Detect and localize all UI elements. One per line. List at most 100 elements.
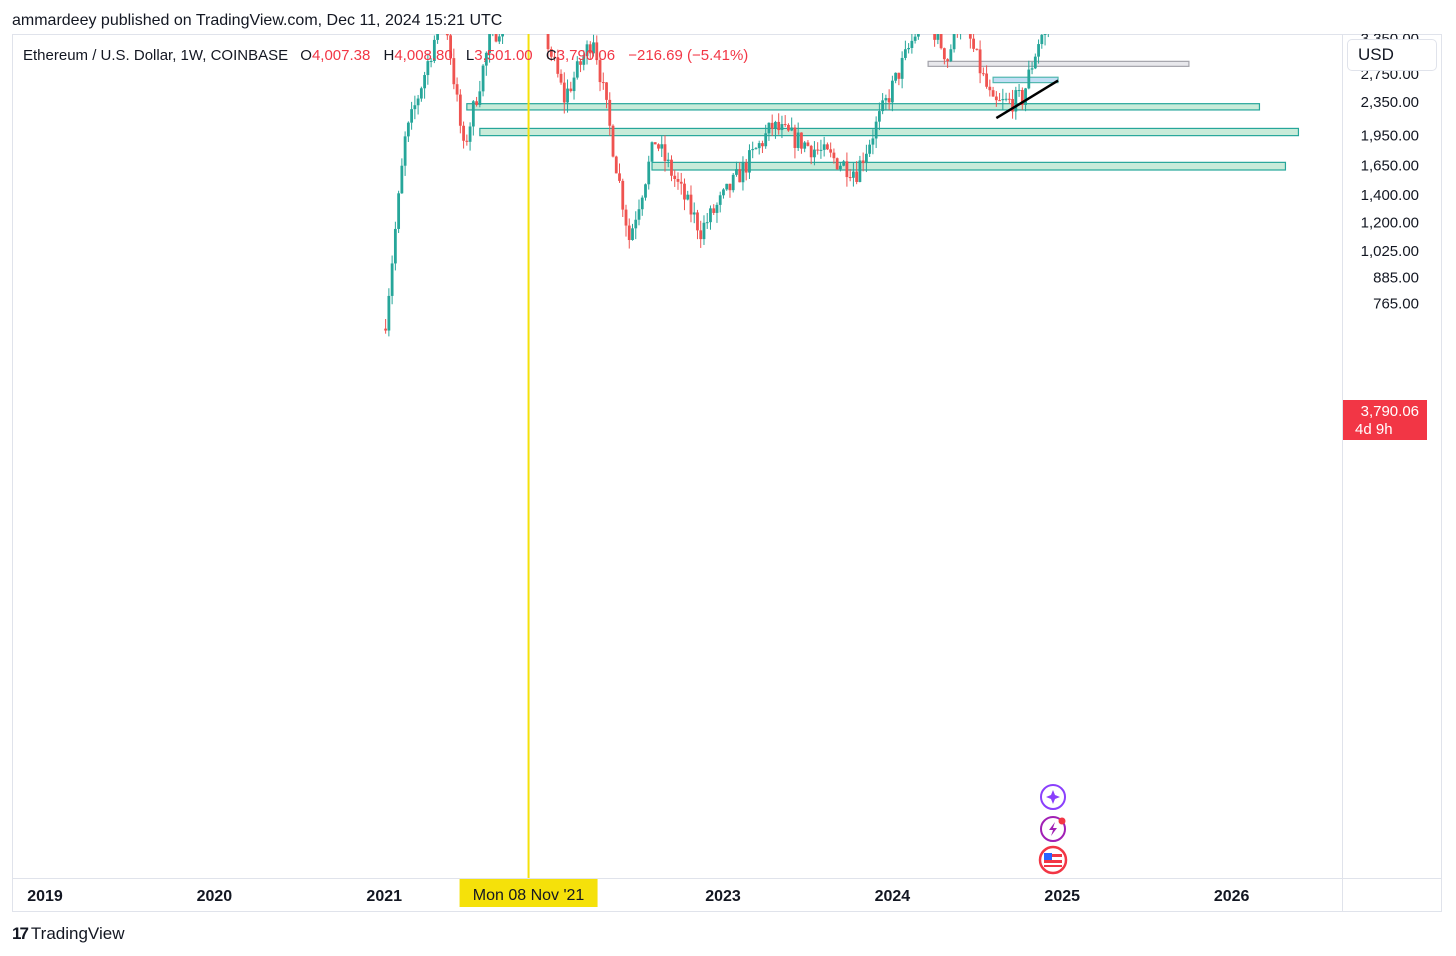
candle: [988, 79, 992, 97]
candle: [673, 169, 677, 187]
candle: [822, 136, 826, 157]
candle: [916, 34, 920, 40]
price-axis[interactable]: 13,000.0011,000.009,500.007,900.006,700.…: [1343, 34, 1442, 878]
candle: [835, 157, 839, 171]
footer-brand: TradingView: [30, 924, 125, 943]
candle: [492, 34, 494, 37]
candle: [754, 147, 758, 150]
sparkle-icon[interactable]: [1040, 784, 1066, 810]
candle: [484, 51, 488, 76]
candle: [738, 162, 742, 183]
candle: [397, 190, 401, 234]
candle: [728, 183, 732, 198]
candle: [559, 69, 563, 85]
candle: [874, 116, 878, 149]
candle: [1047, 34, 1049, 38]
candle: [546, 34, 550, 59]
candle: [1027, 60, 1031, 90]
time-axis[interactable]: 2019 2020 2021 2023 2024 2025 2026 Mon 08 Nov …: [12, 879, 1342, 912]
candle: [871, 129, 875, 155]
candle: [419, 86, 423, 102]
chart-frame: [12, 34, 1442, 912]
candle: [890, 75, 894, 112]
candle: [809, 144, 813, 165]
candle: [813, 141, 816, 166]
zone-5[interactable]: [651, 161, 1287, 171]
candle: [683, 178, 686, 211]
candle: [579, 59, 582, 73]
candle: [702, 215, 706, 245]
price-chart[interactable]: [12, 34, 1342, 878]
candle: [390, 255, 394, 305]
candle: [936, 34, 940, 45]
candle: [939, 34, 943, 50]
candle: [601, 72, 605, 90]
lightning-icon[interactable]: [1040, 816, 1066, 842]
close-label: C: [545, 47, 557, 64]
price-change: −216.69 (−5.41%): [628, 47, 749, 64]
candle: [624, 204, 628, 237]
candle: [618, 163, 621, 183]
candle: [744, 158, 748, 181]
candle: [686, 190, 690, 201]
candle: [403, 131, 407, 176]
candle: [858, 155, 862, 183]
candle: [949, 44, 953, 63]
time-tick: 2019: [27, 888, 63, 905]
price-tick: 885.00: [1373, 269, 1419, 286]
candle: [696, 209, 699, 240]
price-axis-divider: [1342, 34, 1343, 912]
candle: [481, 64, 485, 97]
last-price-label: 3,790.06 4d 9h: [1343, 400, 1427, 440]
candle: [449, 34, 452, 65]
zone-2[interactable]: [927, 60, 1190, 67]
tradingview-logo-icon: 17: [12, 924, 29, 943]
candle: [637, 199, 641, 226]
candle: [722, 188, 725, 199]
candle: [452, 48, 456, 90]
candle: [806, 140, 810, 147]
low-value: 3,501.00: [474, 47, 533, 64]
high-value: 4,008.80: [394, 47, 453, 64]
candle: [699, 220, 703, 248]
candle: [861, 152, 865, 172]
candle: [621, 178, 625, 218]
candle: [816, 142, 820, 155]
candle: [1014, 86, 1018, 120]
candle: [748, 144, 751, 180]
zone-3[interactable]: [466, 103, 1261, 111]
candle: [968, 34, 972, 49]
candle: [549, 46, 553, 62]
candle: [897, 72, 901, 86]
trendline: [995, 79, 1059, 120]
candle: [942, 47, 946, 65]
candle: [465, 134, 469, 146]
candle: [666, 152, 670, 168]
candle: [595, 35, 599, 65]
zone-6[interactable]: [992, 76, 1059, 84]
candle: [777, 113, 781, 135]
candle: [761, 140, 764, 154]
candle: [611, 124, 615, 158]
candle: [1004, 92, 1008, 102]
candle: [676, 172, 680, 190]
candle: [845, 152, 849, 187]
candle: [852, 162, 855, 187]
publisher-header: ammardeey published on TradingView.com, …: [12, 12, 503, 29]
candle: [985, 65, 988, 89]
candle: [907, 43, 911, 54]
candle: [731, 173, 735, 193]
us-flag-icon[interactable]: [1038, 845, 1068, 875]
candle: [572, 71, 576, 100]
candle: [998, 92, 1001, 102]
candle: [423, 71, 427, 99]
candle: [903, 40, 907, 61]
candle: [796, 122, 800, 151]
candle: [787, 123, 790, 132]
candle: [718, 191, 722, 213]
candle: [458, 89, 462, 134]
zone-4[interactable]: [479, 127, 1300, 137]
candle: [946, 58, 950, 68]
candle: [455, 77, 459, 102]
currency-button[interactable]: USD: [1347, 39, 1437, 71]
